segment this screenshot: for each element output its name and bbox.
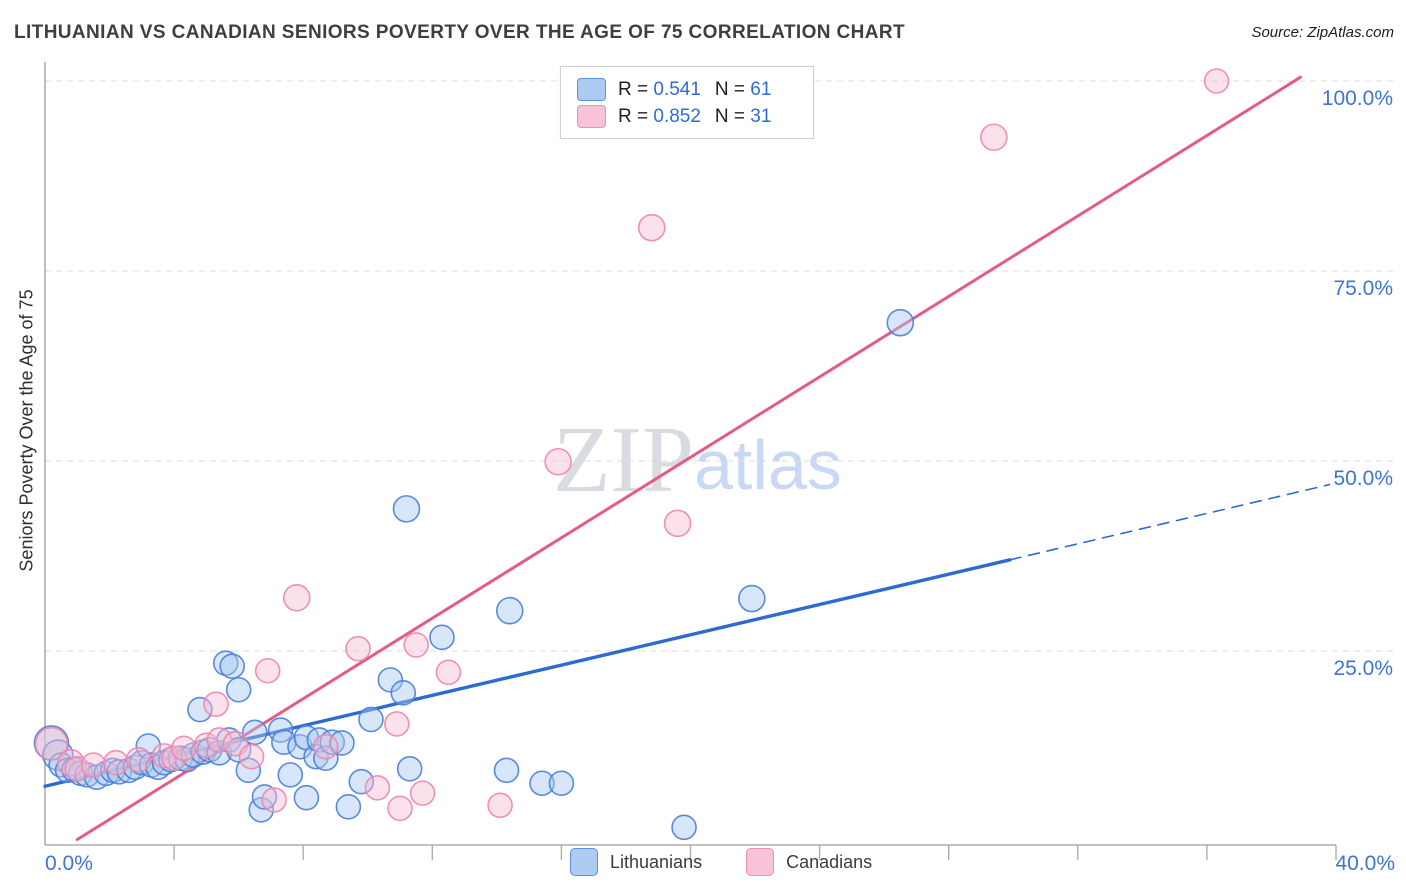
scatter-point-canadians[interactable] <box>487 792 513 819</box>
canadians-swatch-icon <box>577 105 606 128</box>
scatter-point-lithuanians[interactable] <box>348 768 375 795</box>
watermark-zip: ZIP <box>553 408 694 512</box>
scatter-point-canadians[interactable] <box>1203 68 1230 94</box>
scatter-point-lithuanians[interactable] <box>390 679 417 706</box>
scatter-point-lithuanians[interactable] <box>377 667 404 693</box>
scatter-point-canadians[interactable] <box>345 635 371 662</box>
legend-item-lithuanians[interactable]: Lithuanians <box>570 848 702 876</box>
scatter-point-canadians[interactable] <box>125 746 152 773</box>
canadians-swatch-icon <box>746 848 775 876</box>
trend-line-canadians-solid <box>75 75 1302 841</box>
scatter-point-canadians[interactable] <box>387 795 413 822</box>
scatter-point-canadians[interactable] <box>64 755 91 782</box>
scatter-point-canadians[interactable] <box>663 509 692 538</box>
scatter-point-lithuanians[interactable] <box>93 760 120 787</box>
scatter-point-canadians[interactable] <box>637 213 666 242</box>
scatter-point-lithuanians[interactable] <box>429 624 455 651</box>
legend-row-lithuanians[interactable]: R = 0.541 N = 61 <box>577 76 801 103</box>
legend-label: Lithuanians <box>610 851 703 872</box>
scatter-point-lithuanians[interactable] <box>187 696 213 723</box>
scatter-point-lithuanians[interactable] <box>135 733 162 759</box>
scatter-point-canadians[interactable] <box>282 583 311 612</box>
trend-line-lithuanians-dashed <box>1009 483 1331 561</box>
scatter-point-lithuanians[interactable] <box>277 762 304 788</box>
y-tick-label-50: 50.0% <box>1333 467 1393 490</box>
scatter-point-canadians[interactable] <box>151 743 178 769</box>
gridlines <box>45 80 1396 652</box>
scatter-point-lithuanians[interactable] <box>293 784 320 811</box>
legend-n-label: N = <box>714 105 751 127</box>
scatter-point-canadians[interactable] <box>161 745 187 771</box>
scatter-point-lithuanians[interactable] <box>548 770 575 797</box>
scatter-point-lithuanians[interactable] <box>392 495 421 523</box>
scatter-point-canadians[interactable] <box>238 743 265 770</box>
series-legend: Lithuanians Canadians <box>570 848 872 876</box>
scatter-point-canadians[interactable] <box>203 691 229 718</box>
y-tick-label-25: 25.0% <box>1333 657 1393 680</box>
watermark: ZIPatlas <box>553 408 842 512</box>
scatter-point-lithuanians[interactable] <box>495 596 524 625</box>
scatter-point-lithuanians[interactable] <box>206 740 233 766</box>
scatter-point-lithuanians[interactable] <box>671 814 697 841</box>
y-tick-label-100: 100.0% <box>1321 87 1393 110</box>
legend-r-value: 0.541 <box>653 78 701 100</box>
scatter-point-canadians[interactable] <box>261 787 287 813</box>
scatter-point-canadians[interactable] <box>206 727 233 753</box>
scatter-point-lithuanians[interactable] <box>329 730 355 756</box>
scatter-point-lithuanians[interactable] <box>225 676 252 703</box>
legend-r-label: R = <box>618 78 654 100</box>
scatter-point-canadians[interactable] <box>383 711 410 737</box>
scatter-point-lithuanians[interactable] <box>251 784 278 810</box>
scatter-point-lithuanians[interactable] <box>287 733 313 760</box>
scatter-point-canadians[interactable] <box>544 447 572 476</box>
y-axis-title: Seniors Poverty Over the Age of 75 <box>16 289 37 572</box>
legend-n-value: 61 <box>750 78 772 100</box>
scatter-point-canadians[interactable] <box>364 774 391 801</box>
legend-label: Canadians <box>786 851 873 872</box>
scatter-point-canadians[interactable] <box>403 632 429 658</box>
scatter-point-canadians[interactable] <box>34 726 69 761</box>
scatter-point-lithuanians[interactable] <box>335 793 362 820</box>
scatter-point-canadians[interactable] <box>193 732 220 759</box>
scatter-point-lithuanians[interactable] <box>886 308 915 337</box>
scatter-point-canadians[interactable] <box>103 749 129 776</box>
scatter-point-lithuanians[interactable] <box>396 755 423 782</box>
trend-line-lithuanians-solid <box>43 558 1012 788</box>
scatter-point-canadians[interactable] <box>980 123 1008 152</box>
axes <box>44 62 1337 860</box>
correlation-legend-box: R = 0.541 N = 61 R = 0.852 N = 31 <box>560 66 814 139</box>
legend-r-value: 0.852 <box>653 105 701 127</box>
scatter-point-canadians[interactable] <box>80 752 107 778</box>
y-tick-label-75: 75.0% <box>1333 277 1393 300</box>
scatter-point-lithuanians[interactable] <box>212 650 239 676</box>
scatter-point-canadians[interactable] <box>409 780 436 806</box>
x-axis-max-label: 40.0% <box>1335 852 1395 875</box>
x-axis-min-label: 0.0% <box>45 852 93 875</box>
legend-row-canadians[interactable]: R = 0.852 N = 31 <box>577 103 801 130</box>
scatter-point-canadians[interactable] <box>435 659 462 686</box>
watermark-atlas: atlas <box>694 426 842 504</box>
scatter-point-lithuanians[interactable] <box>42 739 74 771</box>
scatter-point-canadians[interactable] <box>170 735 197 762</box>
legend-r-label: R = <box>618 105 654 127</box>
scatter-point-lithuanians[interactable] <box>529 770 555 797</box>
scatter-point-lithuanians[interactable] <box>493 757 520 784</box>
source-link[interactable]: Source: ZipAtlas.com <box>1251 24 1394 41</box>
scatter-points <box>33 68 1230 841</box>
scatter-point-lithuanians[interactable] <box>303 743 329 770</box>
page-title: LITHUANIAN VS CANADIAN SENIORS POVERTY O… <box>14 22 906 43</box>
scatter-point-lithuanians[interactable] <box>358 706 384 733</box>
scatter-point-lithuanians[interactable] <box>219 653 245 680</box>
legend-n-value: 31 <box>750 105 772 127</box>
legend-item-canadians[interactable]: Canadians <box>746 848 872 876</box>
scatter-point-canadians[interactable] <box>254 657 281 684</box>
trend-lines <box>43 75 1331 841</box>
lithuanians-swatch-icon <box>570 848 598 876</box>
scatter-point-canadians[interactable] <box>312 733 339 760</box>
scatter-point-lithuanians[interactable] <box>738 584 766 613</box>
lithuanians-swatch-icon <box>577 78 606 101</box>
legend-n-label: N = <box>714 78 751 100</box>
